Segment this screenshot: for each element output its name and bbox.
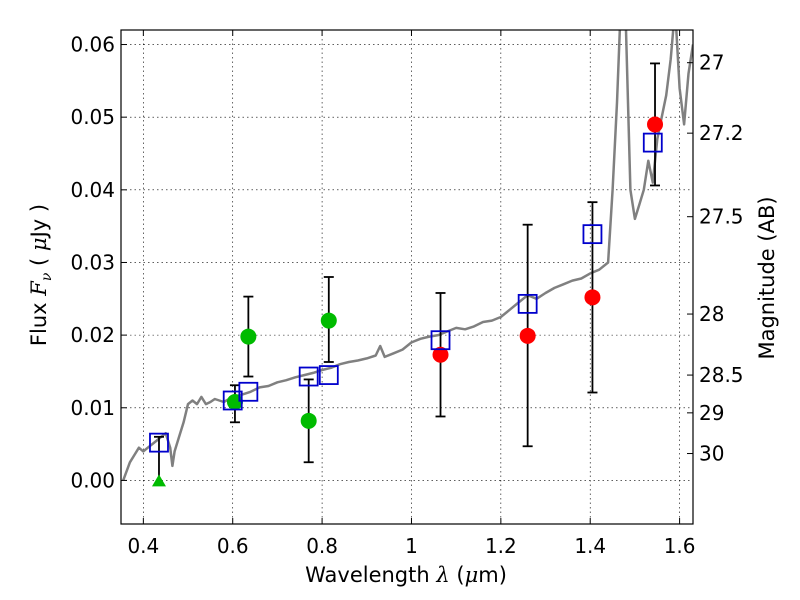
x-tick-label: 1 bbox=[405, 534, 418, 558]
right-tick-label: 29 bbox=[699, 401, 724, 425]
y-tick-label: 0.01 bbox=[70, 396, 115, 420]
data-markers bbox=[149, 116, 664, 487]
data-point bbox=[647, 116, 664, 133]
y-tick-label: 0.00 bbox=[70, 468, 115, 492]
data-point bbox=[432, 346, 449, 363]
grid-lines bbox=[121, 30, 693, 524]
data-point bbox=[519, 327, 536, 344]
y-tick-label: 0.06 bbox=[70, 33, 115, 57]
model-flux-square bbox=[430, 330, 451, 351]
model-flux-square bbox=[298, 366, 319, 387]
x-tick-label: 1.4 bbox=[574, 534, 606, 558]
axis-ticks: 0.4 0.6 0.8 1 1.2 1.4 1.6 0.00 0.01 0.02 0.03 0.04 0… bbox=[70, 30, 744, 558]
error-bars bbox=[153, 62, 661, 481]
right-tick-label: 27 bbox=[699, 51, 724, 75]
model-spectrum bbox=[122, 30, 693, 481]
y-tick-label: 0.04 bbox=[70, 178, 115, 202]
data-point bbox=[300, 412, 317, 429]
data-point bbox=[584, 289, 601, 306]
y-axis-label: Flux Fν ( μJy ) bbox=[27, 204, 55, 346]
y-tick-label: 0.05 bbox=[70, 105, 115, 129]
right-tick-label: 27.5 bbox=[699, 205, 744, 229]
model-flux-square bbox=[238, 381, 259, 402]
right-axis-label: Magnitude (AB) bbox=[755, 196, 779, 359]
upper-limit-point bbox=[151, 474, 166, 487]
data-point bbox=[320, 312, 337, 329]
x-tick-label: 1.6 bbox=[664, 534, 696, 558]
right-tick-label: 28.5 bbox=[699, 363, 744, 387]
right-tick-label: 30 bbox=[699, 442, 724, 466]
y-tick-label: 0.02 bbox=[70, 323, 115, 347]
x-tick-label: 0.4 bbox=[127, 534, 159, 558]
model-flux-square bbox=[517, 293, 538, 314]
x-axis-label: Wavelength λ (μm) bbox=[305, 563, 507, 587]
right-tick-label: 28 bbox=[699, 302, 724, 326]
right-tick-label: 27.2 bbox=[699, 121, 744, 145]
data-point bbox=[226, 393, 243, 410]
model-flux-square bbox=[642, 132, 663, 153]
data-point bbox=[240, 328, 257, 345]
model-spectrum-line bbox=[122, 30, 693, 481]
model-flux-square bbox=[318, 365, 339, 385]
model-flux-square bbox=[582, 224, 603, 245]
model-flux-square bbox=[149, 432, 169, 453]
plot-frame bbox=[120, 29, 694, 525]
x-tick-label: 0.6 bbox=[217, 534, 249, 558]
x-tick-label: 0.8 bbox=[306, 534, 338, 558]
y-tick-label: 0.03 bbox=[70, 250, 115, 274]
x-tick-label: 1.2 bbox=[485, 534, 517, 558]
